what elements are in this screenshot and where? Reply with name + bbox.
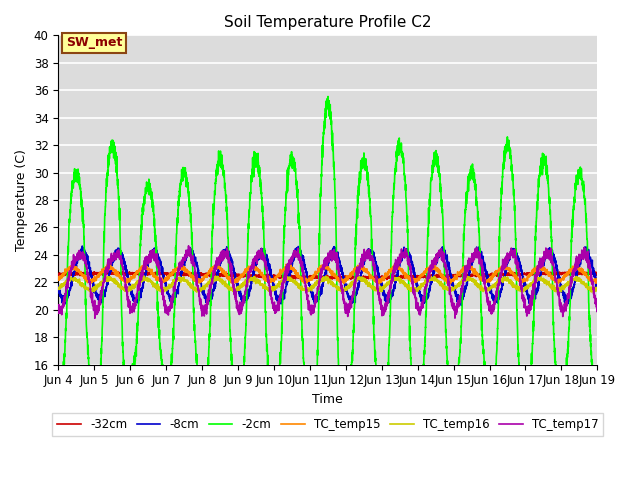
-2cm xyxy=(471,181,479,187)
-8cm xyxy=(471,249,479,255)
-2cm xyxy=(54,390,62,396)
-8cm xyxy=(593,287,601,293)
-8cm xyxy=(54,289,62,295)
-2cm xyxy=(222,199,230,204)
-8cm xyxy=(78,243,86,249)
TC_temp16 xyxy=(118,286,126,292)
TC_temp15 xyxy=(106,261,114,267)
-8cm xyxy=(88,277,96,283)
TC_temp17 xyxy=(185,243,193,249)
TC_temp17 xyxy=(593,305,601,311)
-2cm xyxy=(88,385,96,391)
-2cm xyxy=(119,348,127,354)
TC_temp16 xyxy=(427,276,435,281)
TC_temp15 xyxy=(222,271,230,277)
TC_temp16 xyxy=(123,289,131,295)
-32cm xyxy=(118,270,126,276)
-2cm xyxy=(427,178,435,183)
-32cm xyxy=(54,272,62,277)
TC_temp17 xyxy=(91,315,99,321)
TC_temp17 xyxy=(54,304,62,310)
TC_temp17 xyxy=(88,296,96,301)
TC_temp17 xyxy=(222,251,230,257)
Title: Soil Temperature Profile C2: Soil Temperature Profile C2 xyxy=(224,15,431,30)
Y-axis label: Temperature (C): Temperature (C) xyxy=(15,149,28,251)
TC_temp16 xyxy=(471,279,479,285)
TC_temp15 xyxy=(118,277,126,283)
TC_temp17 xyxy=(471,253,479,259)
TC_temp16 xyxy=(54,286,62,292)
-2cm xyxy=(593,389,601,395)
-2cm xyxy=(307,464,314,470)
-32cm xyxy=(88,270,96,276)
-8cm xyxy=(222,248,230,254)
-8cm xyxy=(427,276,435,282)
TC_temp16 xyxy=(88,287,96,292)
Legend: -32cm, -8cm, -2cm, TC_temp15, TC_temp16, TC_temp17: -32cm, -8cm, -2cm, TC_temp15, TC_temp16,… xyxy=(52,413,604,436)
Line: TC_temp15: TC_temp15 xyxy=(58,264,597,284)
-32cm xyxy=(383,276,390,282)
TC_temp15 xyxy=(54,276,62,282)
-32cm xyxy=(593,272,601,278)
-32cm xyxy=(119,268,127,274)
X-axis label: Time: Time xyxy=(312,393,343,406)
TC_temp16 xyxy=(222,284,230,290)
-8cm xyxy=(118,252,126,258)
TC_temp17 xyxy=(120,264,127,270)
-32cm xyxy=(120,271,127,277)
TC_temp16 xyxy=(119,286,127,292)
TC_temp17 xyxy=(427,267,435,273)
TC_temp15 xyxy=(120,276,127,282)
-32cm xyxy=(222,273,230,278)
Line: -8cm: -8cm xyxy=(58,246,597,306)
-32cm xyxy=(427,273,435,278)
Line: -2cm: -2cm xyxy=(58,96,597,467)
-8cm xyxy=(458,303,465,309)
TC_temp15 xyxy=(88,278,96,284)
-32cm xyxy=(471,272,479,278)
Line: TC_temp16: TC_temp16 xyxy=(58,276,597,292)
Line: -32cm: -32cm xyxy=(58,271,597,279)
TC_temp15 xyxy=(593,277,601,283)
TC_temp17 xyxy=(118,264,126,270)
TC_temp15 xyxy=(446,281,454,287)
-2cm xyxy=(118,339,126,345)
TC_temp16 xyxy=(593,286,601,292)
TC_temp16 xyxy=(212,273,220,279)
-8cm xyxy=(120,254,127,260)
Line: TC_temp17: TC_temp17 xyxy=(58,246,597,318)
-2cm xyxy=(324,94,332,99)
TC_temp15 xyxy=(471,270,479,276)
Text: SW_met: SW_met xyxy=(66,36,122,49)
TC_temp15 xyxy=(427,264,435,270)
